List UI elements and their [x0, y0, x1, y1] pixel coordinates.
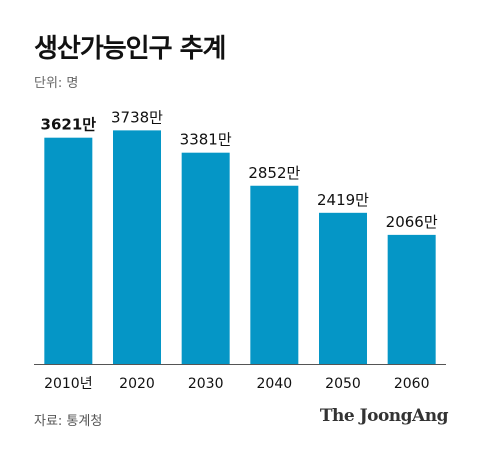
- source-note: 자료: 통계청: [34, 414, 103, 429]
- unit-label: 단위: 명: [34, 76, 79, 91]
- data-label: 3621만: [41, 116, 97, 134]
- x-tick-label: 2060: [394, 376, 430, 392]
- bar-2020: [113, 130, 161, 364]
- x-tick-label: 2040: [257, 376, 293, 392]
- bar-2050: [319, 212, 367, 364]
- data-label: 3738만: [111, 108, 163, 126]
- bar-2040: [250, 185, 299, 364]
- data-label: 3381만: [180, 131, 232, 149]
- bar-2010년: [44, 137, 93, 364]
- x-tick-label: 2030: [188, 376, 224, 392]
- bars-group: [44, 130, 436, 364]
- x-tick-labels-group: 2010년 2020 2030 2040 2050 2060: [44, 376, 429, 392]
- data-labels-group: 3621만 3738만 3381만 2852만 2419만 2066만: [41, 108, 438, 231]
- x-tick-label: 2050: [325, 376, 361, 392]
- data-label: 2066만: [386, 213, 438, 231]
- brand-logo: The JoongAng: [319, 406, 449, 426]
- x-tick-label: 2020: [119, 376, 155, 392]
- bar-2030: [181, 152, 230, 364]
- chart-title: 생산가능인구 추계: [34, 34, 226, 64]
- data-label: 2419만: [317, 191, 369, 209]
- data-label: 2852만: [248, 164, 300, 182]
- bar-2060: [387, 234, 436, 364]
- x-tick-label: 2010년: [44, 376, 93, 392]
